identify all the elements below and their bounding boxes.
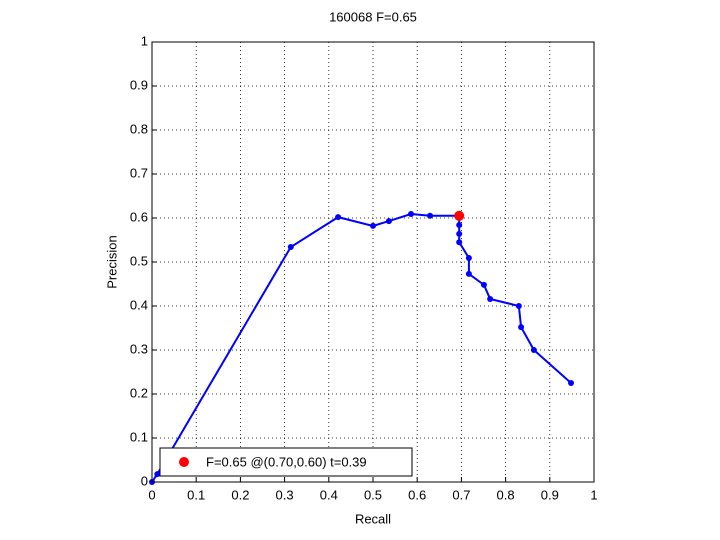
x-tick-label: 0.3 [276, 487, 294, 502]
y-tick-label: 0 [141, 473, 148, 488]
x-tick-label: 0.1 [187, 487, 205, 502]
pr-curve [151, 213, 572, 483]
point [465, 270, 472, 277]
x-tick-label: 0.6 [408, 487, 426, 502]
legend-label: F=0.65 @(0.70,0.60) t=0.39 [206, 454, 367, 469]
y-tick-label: 0.5 [130, 253, 148, 268]
x-tick-label: 1 [590, 487, 597, 502]
y-tick-label: 0.2 [130, 385, 148, 400]
point [487, 295, 494, 302]
point [408, 211, 415, 218]
point [154, 471, 161, 478]
point [480, 281, 487, 288]
y-tick-label: 0.9 [130, 77, 148, 92]
x-tick-label: 0.4 [320, 487, 338, 502]
y-tick-label: 0.8 [130, 121, 148, 136]
point [427, 212, 434, 219]
point [370, 222, 376, 229]
grid [151, 41, 595, 483]
x-tick-label: 0.9 [541, 487, 559, 502]
point [287, 244, 294, 251]
y-tick-label: 0.7 [130, 165, 148, 180]
point [456, 222, 463, 229]
point [530, 347, 537, 353]
chart-title: 160068 F=0.65 [329, 9, 417, 24]
point [385, 218, 392, 225]
x-tick-label: 0 [148, 487, 155, 502]
legend-marker [179, 457, 189, 467]
legend-box [159, 447, 413, 477]
point [454, 210, 465, 221]
x-tick-label: 0.2 [231, 487, 249, 502]
point [515, 303, 522, 309]
point [518, 324, 525, 331]
point [456, 230, 463, 237]
point [465, 255, 472, 262]
plot [149, 210, 575, 485]
point [456, 239, 463, 246]
y-tick-label: 1 [141, 33, 148, 48]
y-tick-label: 0.1 [130, 429, 148, 444]
y-tick-label: 0.4 [130, 297, 148, 312]
point [335, 214, 342, 221]
y-tick-label: 0.3 [130, 341, 148, 356]
y-axis-label: Precision [104, 235, 119, 288]
point [568, 380, 575, 386]
x-axis-label: Recall [355, 511, 391, 526]
x-tick-label: 0.7 [452, 487, 470, 502]
x-tick-label: 0.5 [364, 487, 382, 502]
x-tick-label: 0.8 [497, 487, 515, 502]
y-tick-label: 0.6 [130, 209, 148, 224]
